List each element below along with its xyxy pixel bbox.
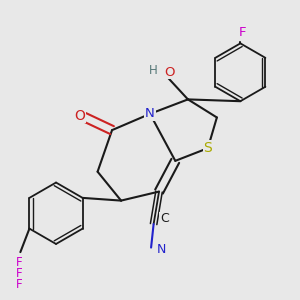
Text: F: F [16,278,23,291]
Text: F: F [16,267,23,280]
Text: S: S [203,141,212,155]
Text: F: F [238,26,246,39]
Text: O: O [165,66,175,79]
Text: C: C [160,212,169,225]
Text: H: H [149,64,158,77]
Text: N: N [157,243,166,256]
Text: O: O [74,109,85,123]
Text: F: F [16,256,23,269]
Text: N: N [145,107,155,120]
